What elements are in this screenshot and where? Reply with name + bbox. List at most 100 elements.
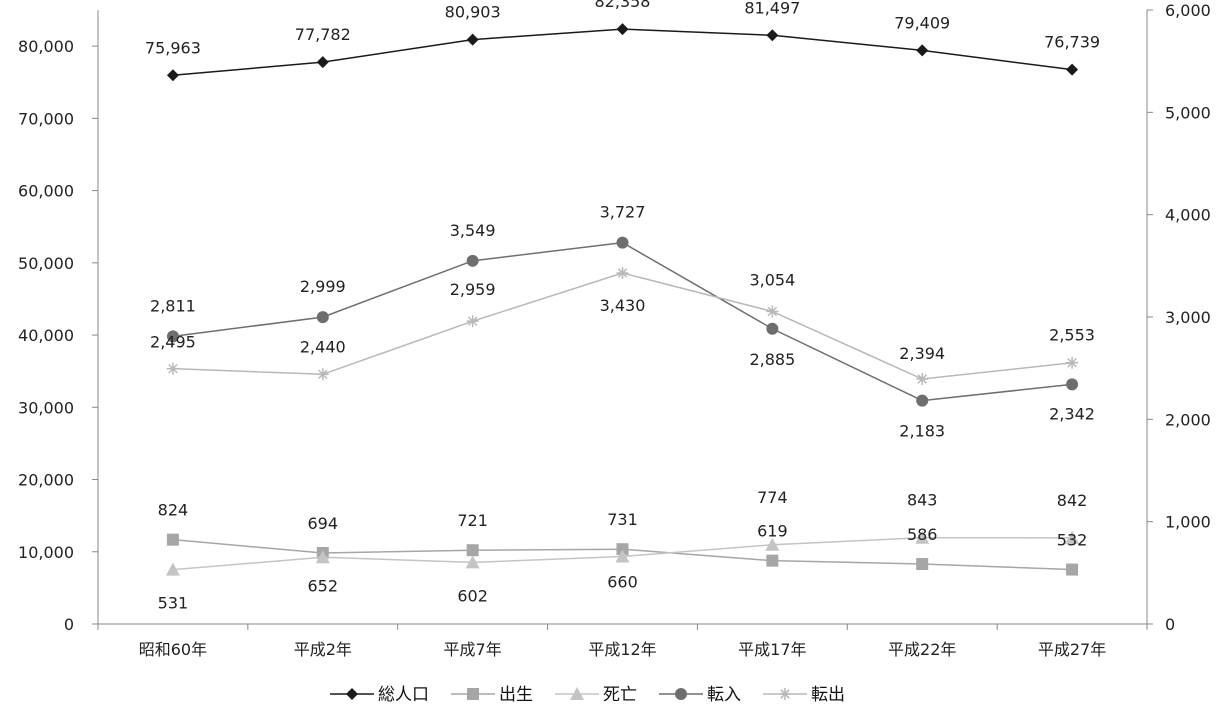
left-tick-label: 80,000 — [18, 37, 74, 56]
star-stroke — [467, 316, 478, 326]
data-point-出生 — [616, 543, 629, 556]
data-label-死亡: 660 — [607, 572, 638, 591]
data-label-出生: 532 — [1057, 531, 1088, 550]
data-point-死亡 — [1065, 530, 1080, 544]
data-label-転入: 3,549 — [450, 221, 496, 240]
legend-label: 出生 — [499, 685, 533, 705]
data-label-総人口: 77,782 — [295, 25, 351, 44]
data-point-死亡 — [465, 555, 480, 569]
data-point-総人口 — [466, 33, 479, 46]
data-point-総人口 — [316, 56, 329, 69]
legend-item-総人口: 総人口 — [330, 685, 429, 705]
data-point-転入 — [916, 394, 929, 407]
left-tick-label: 70,000 — [18, 109, 74, 128]
data-point-転出 — [766, 305, 779, 318]
series-lines — [165, 23, 1080, 576]
x-tick-label: 平成12年 — [588, 640, 656, 659]
data-point-転入 — [466, 254, 479, 267]
data-label-総人口: 75,963 — [145, 38, 201, 57]
data-point-死亡 — [615, 549, 630, 563]
data-label-転入: 3,727 — [600, 203, 646, 222]
legend-label: 死亡 — [603, 685, 637, 705]
left-tick-label: 30,000 — [18, 398, 74, 417]
data-point-転出 — [616, 266, 629, 279]
legend-label: 転入 — [707, 685, 741, 705]
right-tick-label: 5,000 — [1165, 103, 1211, 122]
data-point-死亡 — [315, 550, 330, 564]
data-point-転出 — [166, 362, 179, 375]
data-label-出生: 824 — [158, 501, 189, 520]
data-label-死亡: 602 — [457, 586, 488, 605]
data-point-転出 — [466, 315, 479, 328]
data-label-転出: 3,430 — [600, 296, 646, 315]
data-label-死亡: 652 — [308, 576, 339, 595]
right-tick-label: 1,000 — [1165, 513, 1211, 532]
data-label-出生: 586 — [907, 525, 938, 544]
data-point-転出 — [1066, 356, 1079, 369]
data-point-死亡 — [915, 530, 930, 544]
data-label-出生: 731 — [607, 510, 638, 529]
star-stroke — [917, 374, 927, 384]
legend-label: 転出 — [811, 685, 845, 705]
left-tick-label: 60,000 — [18, 182, 74, 201]
data-point-総人口 — [1066, 63, 1079, 76]
data-label-出生: 619 — [757, 522, 788, 541]
data-label-死亡: 531 — [158, 594, 189, 613]
legend-label: 総人口 — [378, 685, 429, 705]
legend-marker — [779, 688, 791, 700]
data-label-死亡: 842 — [1057, 491, 1088, 510]
data-point-転入 — [316, 311, 329, 324]
data-point-死亡 — [765, 537, 780, 551]
legend-item-出生: 出生 — [451, 685, 533, 705]
data-point-転出 — [316, 368, 329, 381]
data-point-出生 — [1066, 563, 1079, 576]
x-tick-label: 平成27年 — [1038, 640, 1106, 659]
star-stroke — [617, 268, 628, 278]
right-tick-label: 2,000 — [1165, 410, 1211, 429]
legend-marker — [570, 687, 584, 700]
data-point-出生 — [916, 558, 929, 571]
data-point-出生 — [166, 533, 179, 546]
left-tick-label: 0 — [64, 615, 74, 634]
data-point-転入 — [616, 236, 629, 249]
data-label-転入: 2,342 — [1049, 404, 1095, 423]
data-label-総人口: 81,497 — [744, 0, 800, 17]
left-tick-label: 40,000 — [18, 326, 74, 345]
data-label-転出: 2,495 — [150, 333, 196, 352]
data-label-死亡: 843 — [907, 491, 938, 510]
left-tick-label: 50,000 — [18, 254, 74, 273]
legend-marker — [467, 688, 479, 700]
legend-item-転出: 転出 — [763, 685, 845, 705]
legend-marker — [675, 688, 687, 700]
x-tick-label: 平成7年 — [444, 640, 502, 659]
data-label-転出: 2,959 — [450, 280, 496, 299]
data-label-転出: 2,394 — [899, 344, 945, 363]
data-label-転出: 3,054 — [749, 270, 795, 289]
right-tick-label: 4,000 — [1165, 206, 1211, 225]
legend-item-転入: 転入 — [659, 685, 741, 705]
data-point-転入 — [1066, 378, 1079, 391]
data-label-転出: 2,440 — [300, 337, 346, 356]
star-stroke — [767, 306, 778, 317]
right-tick-label: 0 — [1165, 615, 1175, 634]
x-tick-label: 平成2年 — [294, 640, 352, 659]
x-tick-label: 平成22年 — [888, 640, 956, 659]
axes: 0 10,000 20,000 30,000 40,000 50,000 60,000 70,… — [18, 1, 1211, 659]
data-point-総人口 — [766, 29, 779, 42]
data-label-総人口: 80,903 — [445, 3, 501, 22]
data-label-転入: 2,999 — [300, 277, 346, 296]
data-label-出生: 721 — [457, 511, 488, 530]
star-stroke — [780, 689, 790, 699]
data-label-出生: 694 — [308, 514, 339, 533]
data-label-転入: 2,183 — [899, 422, 945, 441]
data-label-総人口: 76,739 — [1044, 33, 1100, 52]
data-point-出生 — [766, 554, 779, 567]
left-tick-label: 20,000 — [18, 471, 74, 490]
star-stroke — [168, 363, 178, 374]
data-label-死亡: 774 — [757, 488, 788, 507]
data-label-転入: 2,885 — [749, 350, 795, 369]
data-label-転入: 2,811 — [150, 296, 196, 315]
x-tick-label: 昭和60年 — [139, 640, 207, 659]
data-point-転入 — [766, 322, 779, 335]
